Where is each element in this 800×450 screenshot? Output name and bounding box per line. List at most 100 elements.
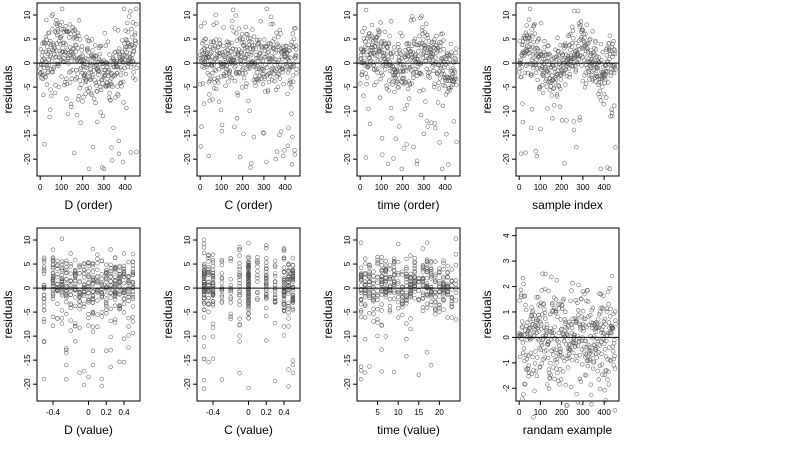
data-point bbox=[212, 85, 217, 91]
data-point bbox=[597, 386, 603, 392]
data-point bbox=[265, 41, 270, 46]
data-point bbox=[558, 317, 563, 322]
data-point bbox=[201, 237, 207, 243]
data-point bbox=[201, 378, 207, 383]
data-point bbox=[534, 154, 539, 159]
data-point bbox=[445, 282, 450, 287]
data-point bbox=[122, 57, 127, 62]
data-point bbox=[416, 53, 421, 59]
data-point bbox=[209, 54, 215, 59]
data-point bbox=[585, 299, 591, 304]
y-tick-label: 0 bbox=[502, 60, 511, 65]
data-point bbox=[264, 293, 269, 299]
data-point bbox=[200, 41, 205, 46]
data-point bbox=[237, 339, 242, 344]
data-point bbox=[530, 308, 536, 313]
data-point bbox=[437, 289, 442, 294]
data-point bbox=[246, 385, 251, 391]
data-point bbox=[206, 265, 211, 270]
data-point bbox=[239, 50, 244, 56]
data-point bbox=[609, 330, 614, 336]
data-point bbox=[50, 291, 56, 296]
data-point bbox=[219, 286, 225, 292]
data-point bbox=[523, 382, 528, 387]
data-point bbox=[77, 292, 82, 298]
data-point bbox=[400, 287, 405, 292]
data-point bbox=[223, 83, 228, 89]
data-point bbox=[120, 159, 126, 165]
data-point bbox=[376, 29, 382, 35]
data-point bbox=[535, 325, 540, 331]
data-point bbox=[578, 53, 583, 58]
data-point bbox=[563, 319, 569, 324]
data-point bbox=[130, 330, 136, 336]
data-point bbox=[565, 365, 571, 370]
data-point bbox=[74, 112, 80, 118]
data-point bbox=[564, 356, 570, 361]
data-point bbox=[225, 42, 230, 48]
data-point bbox=[598, 330, 604, 335]
data-point bbox=[226, 40, 231, 45]
data-point bbox=[272, 287, 278, 292]
data-point bbox=[588, 51, 594, 56]
data-point bbox=[59, 27, 64, 32]
data-point bbox=[387, 274, 393, 280]
data-point bbox=[41, 319, 47, 324]
data-point bbox=[68, 292, 73, 298]
data-point bbox=[92, 78, 97, 83]
data-point bbox=[358, 297, 364, 303]
data-point bbox=[210, 321, 216, 326]
data-point bbox=[264, 43, 269, 49]
data-point bbox=[117, 51, 123, 56]
data-point bbox=[281, 276, 287, 281]
data-point bbox=[589, 402, 594, 407]
data-point bbox=[449, 267, 454, 272]
data-point bbox=[248, 52, 254, 58]
data-point bbox=[412, 263, 417, 269]
data-point bbox=[210, 260, 216, 265]
data-point bbox=[201, 262, 207, 267]
data-point bbox=[570, 281, 575, 286]
data-point bbox=[567, 74, 572, 80]
data-point bbox=[375, 292, 380, 298]
data-point bbox=[100, 81, 105, 86]
data-point bbox=[237, 245, 242, 250]
data-point bbox=[121, 301, 127, 306]
data-point bbox=[419, 71, 424, 77]
data-point bbox=[235, 93, 241, 98]
y-tick-label: 10 bbox=[23, 10, 32, 19]
data-point bbox=[598, 305, 603, 311]
data-point bbox=[201, 289, 207, 295]
data-point bbox=[453, 76, 459, 82]
data-point bbox=[548, 326, 553, 331]
data-point bbox=[358, 52, 363, 58]
data-point bbox=[117, 304, 122, 309]
data-point bbox=[412, 270, 417, 275]
plot-frame bbox=[196, 227, 301, 402]
data-point bbox=[408, 290, 413, 295]
data-point bbox=[433, 61, 438, 67]
data-point bbox=[206, 287, 211, 292]
data-point bbox=[375, 280, 380, 285]
data-point bbox=[264, 256, 269, 261]
data-point bbox=[246, 36, 251, 41]
data-point bbox=[50, 270, 56, 275]
data-point bbox=[574, 48, 579, 53]
data-point bbox=[67, 80, 73, 85]
data-point bbox=[540, 301, 546, 306]
data-point bbox=[207, 92, 212, 97]
data-point bbox=[598, 310, 603, 315]
data-point bbox=[562, 68, 567, 73]
data-point bbox=[375, 58, 380, 63]
x-tick-label: -0.4 bbox=[206, 408, 220, 417]
data-point bbox=[75, 97, 81, 102]
data-point bbox=[548, 80, 553, 86]
data-point bbox=[554, 94, 560, 99]
data-point bbox=[124, 105, 129, 111]
data-point bbox=[224, 70, 229, 75]
data-point bbox=[530, 44, 535, 50]
y-tick-label: 10 bbox=[183, 235, 192, 244]
data-point bbox=[59, 262, 65, 267]
data-point bbox=[599, 84, 605, 89]
data-point bbox=[571, 56, 576, 61]
